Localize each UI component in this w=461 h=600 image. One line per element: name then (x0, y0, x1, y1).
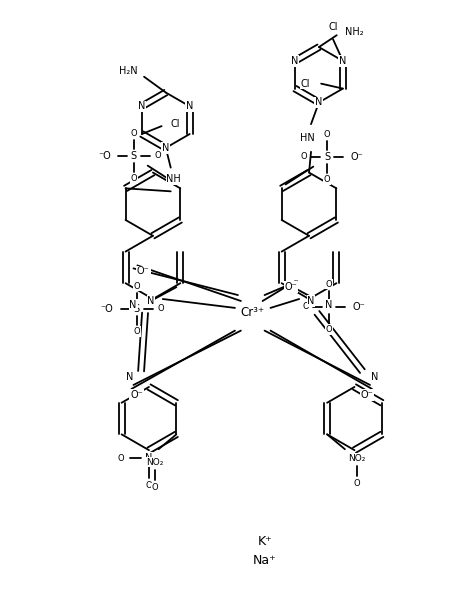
Text: O⁻: O⁻ (350, 152, 363, 162)
Text: O⁻: O⁻ (352, 302, 365, 312)
Text: N: N (339, 56, 347, 66)
Text: N: N (147, 296, 154, 306)
Text: O⁻: O⁻ (285, 282, 298, 292)
Text: O: O (324, 175, 331, 184)
Text: O: O (145, 481, 152, 490)
Text: NO₂: NO₂ (348, 454, 366, 463)
Text: HN: HN (300, 133, 314, 143)
Text: Cl: Cl (301, 79, 310, 89)
Text: O: O (326, 325, 332, 334)
Text: O: O (324, 130, 331, 139)
Text: NH₂: NH₂ (345, 27, 364, 37)
Text: O: O (151, 483, 158, 492)
Text: O: O (130, 128, 137, 137)
Text: O: O (354, 479, 360, 488)
Text: O: O (130, 174, 137, 183)
Text: S: S (326, 302, 332, 312)
Text: Cl: Cl (328, 22, 338, 32)
Text: O⁻: O⁻ (137, 266, 150, 277)
Text: N: N (371, 372, 378, 382)
Text: O: O (300, 152, 307, 161)
Text: O: O (134, 327, 140, 336)
Text: S: S (134, 304, 140, 314)
Text: N: N (145, 453, 153, 463)
Text: O: O (134, 281, 140, 290)
Text: N: N (162, 143, 170, 153)
Text: N: N (186, 101, 194, 112)
Text: O: O (302, 302, 309, 311)
Text: NH: NH (166, 175, 181, 184)
Text: Na⁺: Na⁺ (253, 554, 277, 568)
Text: N: N (325, 300, 332, 310)
Text: ⁻O: ⁻O (98, 151, 111, 161)
Text: N: N (130, 300, 137, 310)
Text: O⁻: O⁻ (361, 390, 373, 400)
Text: O: O (154, 151, 161, 160)
Text: N: N (307, 296, 315, 306)
Text: ⁻O: ⁻O (101, 304, 113, 314)
Text: N: N (315, 97, 323, 107)
Text: O: O (118, 454, 124, 463)
Text: H₂N: H₂N (119, 66, 137, 76)
Text: S: S (324, 152, 330, 162)
Text: NO₂: NO₂ (146, 458, 163, 467)
Text: N: N (125, 372, 133, 382)
Text: N: N (291, 56, 299, 66)
Text: N: N (138, 101, 146, 112)
Text: O: O (326, 280, 332, 289)
Text: O: O (157, 304, 164, 313)
Text: Cr³⁺: Cr³⁺ (241, 307, 265, 319)
Text: K⁺: K⁺ (257, 535, 272, 548)
Text: O⁻: O⁻ (130, 390, 143, 400)
Text: Cl: Cl (171, 119, 180, 129)
Text: S: S (131, 151, 137, 161)
